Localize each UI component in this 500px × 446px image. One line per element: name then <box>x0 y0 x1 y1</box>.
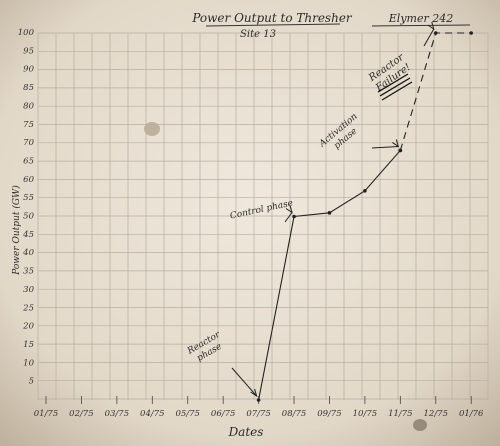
x-tick-label: 01/75 <box>34 409 59 419</box>
data-point <box>363 189 367 193</box>
y-tick-label: 30 <box>23 285 34 295</box>
x-tick-label: 09/75 <box>317 409 342 419</box>
annotation-control-phase-arrowhead <box>285 205 293 214</box>
y-tick-label: 70 <box>23 138 34 148</box>
y-tick-label: 50 <box>23 212 34 222</box>
signature-underline <box>371 24 471 27</box>
y-tick-label: 95 <box>23 46 34 56</box>
series-layer <box>256 31 473 402</box>
annotation-reactor-failure-arrow <box>423 28 435 47</box>
y-tick-label: 5 <box>29 377 34 387</box>
annotation-control-phase-arrow <box>284 212 293 223</box>
failure-emphasis-line <box>381 81 413 101</box>
y-tick-label: 55 <box>23 193 34 203</box>
y-tick-label: 65 <box>23 156 34 166</box>
x-tick-label: 10/75 <box>353 409 378 419</box>
y-tick-label: 20 <box>22 322 34 332</box>
data-point <box>469 31 473 35</box>
y-tick-label: 90 <box>23 65 34 75</box>
x-axis-ticks: 01/75 02/75 03/75 04/75 05/75 06/75 07/75 08/75… <box>34 396 484 419</box>
y-tick-label: 25 <box>22 303 34 313</box>
x-tick-label: 11/75 <box>388 409 413 419</box>
y-axis-label: Power Output (GW) <box>11 185 22 276</box>
annotation-reactor-phase-arrow <box>231 367 257 397</box>
x-tick-label: 04/75 <box>140 409 165 419</box>
failure-emphasis-line <box>379 77 411 97</box>
x-tick-label: 01/76 <box>459 409 484 419</box>
y-axis-ticks: 5 10 15 20 25 30 35 40 45 50 55 60 65 70 75 80 85 90 95 100 <box>18 28 35 387</box>
title-underline <box>205 23 341 27</box>
x-tick-label: 05/75 <box>175 409 200 419</box>
y-tick-label: 45 <box>22 230 34 240</box>
data-point <box>327 211 332 215</box>
x-tick-label: 07/75 <box>246 409 271 419</box>
x-tick-label: 06/75 <box>211 409 236 419</box>
data-point <box>256 398 261 402</box>
failure-emphasis-line <box>377 73 409 93</box>
x-tick-label: 03/75 <box>105 409 130 419</box>
y-tick-label: 15 <box>23 340 34 350</box>
x-axis-label: Dates <box>228 425 264 439</box>
grid <box>37 32 489 400</box>
data-point <box>292 214 296 219</box>
annotation-activation-phase-arrowhead <box>392 139 400 148</box>
chart-title: Power Output to Thresher <box>191 11 353 25</box>
data-point <box>398 148 403 153</box>
y-tick-label: 100 <box>18 28 35 38</box>
y-tick-label: 35 <box>23 267 34 277</box>
y-tick-label: 40 <box>22 248 34 258</box>
annotation-activation-phase-arrow <box>371 145 399 149</box>
chart-subtitle: Site 13 <box>240 29 276 40</box>
annotation-reactor-failure-arrowhead <box>427 21 435 31</box>
signature: Elymer 242 <box>388 12 453 25</box>
y-tick-label: 10 <box>23 358 34 368</box>
y-tick-label: 75 <box>23 120 34 130</box>
x-tick-label: 02/75 <box>69 409 94 419</box>
y-tick-label: 60 <box>23 175 34 185</box>
data-point <box>433 31 438 35</box>
y-tick-label: 80 <box>23 101 34 111</box>
x-tick-label: 12/75 <box>424 409 449 419</box>
annotation-reactor-phase-arrowhead <box>250 388 258 398</box>
x-tick-label: 08/75 <box>282 409 307 419</box>
y-tick-label: 85 <box>23 83 34 93</box>
